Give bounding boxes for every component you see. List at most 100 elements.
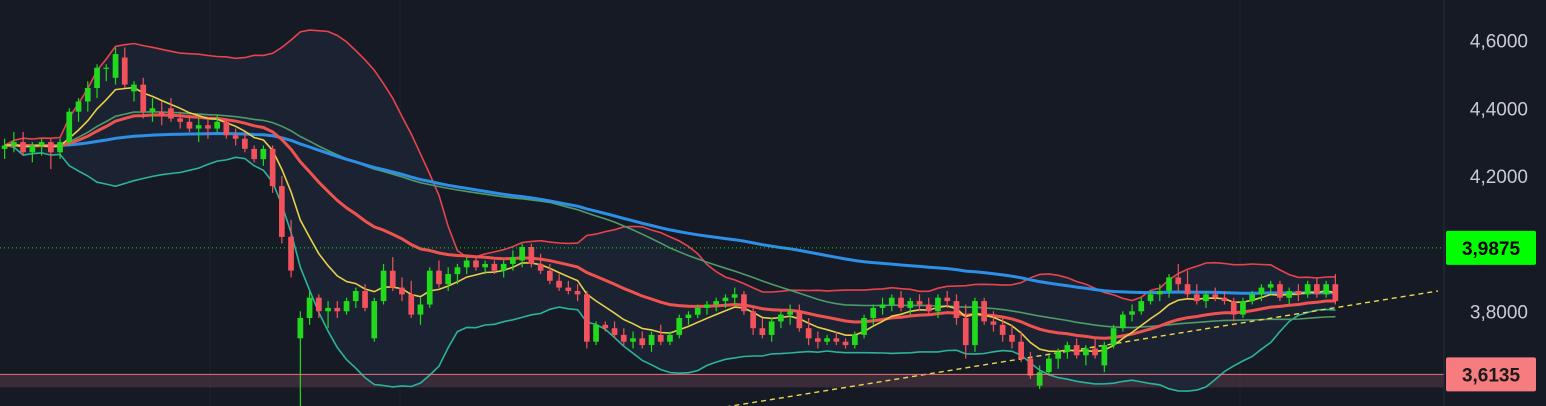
candle [408,280,415,319]
candle [380,263,387,305]
price-badge: 3,9875 [1446,230,1536,265]
candle-body [1055,351,1061,359]
candle-body [1,145,8,149]
candle [1009,324,1015,349]
candle-body [824,338,830,342]
candle-body [602,324,609,329]
candle [861,314,867,339]
candle-body [343,301,350,312]
candle-body [1129,311,1135,315]
candle-body [168,108,174,119]
candle-body [279,186,285,237]
candle [759,318,766,339]
price-badge-background [1446,230,1536,265]
candle [1304,280,1311,298]
candle [205,118,211,139]
candle [990,311,997,332]
candle-body [1277,284,1283,298]
candle [593,321,599,346]
candle [473,257,479,271]
candle [306,290,313,325]
candle-body [879,304,886,308]
candle [334,301,341,319]
candle-body [158,111,165,116]
candle [288,219,294,278]
candle [11,131,17,153]
candle-body [205,125,211,129]
candle-body [186,121,193,129]
candle-body [722,297,729,302]
candle-body [898,297,904,308]
candle [362,284,368,312]
candle-body [833,338,840,342]
candle-body [1018,341,1024,359]
candle-body [981,301,987,322]
candle-body [84,88,91,102]
candle [528,243,535,268]
candle [149,98,156,122]
candle [1064,341,1071,359]
candle-body [1221,297,1228,302]
candle [944,290,951,308]
candle-body [1120,314,1126,329]
candle-body [1156,291,1163,295]
candle-body [20,142,26,153]
candle [602,321,609,332]
candle [1221,290,1228,305]
candle-body [131,84,137,92]
candle-body [907,301,914,308]
candle [916,294,923,312]
candle-body [999,324,1006,335]
candle [953,294,960,325]
candle [620,328,627,346]
candle-body [417,304,424,315]
candle [66,108,73,146]
candle-body [815,338,821,342]
candle-body [1314,284,1320,295]
candle [1277,280,1283,302]
candle [482,260,488,275]
candle-body [556,280,562,288]
candle [1147,290,1154,305]
candle [223,118,230,139]
candle [879,297,886,315]
candle-body [916,301,923,305]
candle [48,138,54,170]
candle [463,257,470,275]
candle [1092,338,1098,359]
candle-body [731,294,738,298]
candle [962,304,969,359]
candle-body [852,334,858,345]
candle [1138,297,1145,315]
candle-body [565,287,572,291]
candle [242,131,248,153]
candle-body [925,304,932,312]
candle-body [306,297,313,318]
candle [574,284,581,302]
candle-body [657,334,664,342]
candle [999,318,1006,342]
candle [713,297,719,312]
candle-body [648,334,655,345]
candle-body [787,311,793,315]
candle [426,267,433,308]
candle [842,338,849,349]
candle [20,131,26,156]
bollinger-upper-band [4,29,1336,302]
candle [177,111,183,129]
candle [1323,280,1329,298]
candle [1110,324,1117,349]
candle-body [1267,284,1274,288]
candle-body [94,67,100,88]
candle-body [796,311,803,329]
candle [722,294,729,308]
candle [657,324,664,346]
candle [1258,284,1265,302]
price-axis[interactable]: 4,6000 4,4000 4,2000 3,8000 3,9875 3,6135 [1446,32,1536,392]
candle [1332,274,1339,305]
candle-body [805,328,812,339]
candle-body [1332,284,1339,302]
candle [1036,365,1043,390]
candle [611,321,618,339]
